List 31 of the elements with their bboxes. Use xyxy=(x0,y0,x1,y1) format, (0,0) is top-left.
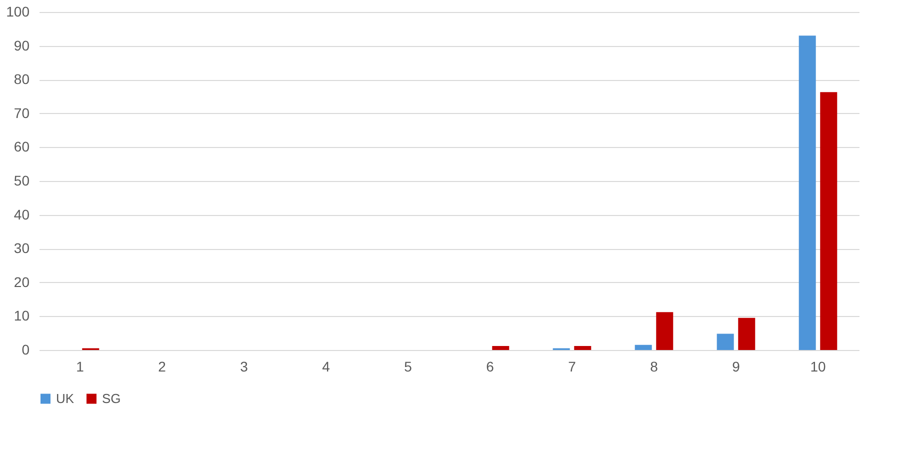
x-tick-label: 2 xyxy=(158,358,166,374)
legend-label: SG xyxy=(102,390,121,406)
y-tick-label: 100 xyxy=(6,4,30,20)
y-tick-label: 20 xyxy=(14,274,30,290)
bar xyxy=(574,346,592,350)
bar xyxy=(492,346,510,350)
y-tick-label: 70 xyxy=(14,104,30,121)
x-tick-label: 3 xyxy=(240,358,248,374)
y-tick-label: 30 xyxy=(14,240,30,256)
y-tick-label: 90 xyxy=(14,37,30,54)
y-tick-label: 10 xyxy=(14,308,30,324)
y-tick-label: 50 xyxy=(14,172,30,188)
x-tick-label: 7 xyxy=(568,358,576,374)
bar xyxy=(656,312,674,350)
x-tick-label: 9 xyxy=(732,358,740,374)
x-tick-label: 10 xyxy=(810,358,826,374)
legend-label: UK xyxy=(56,390,74,406)
y-tick-label: 0 xyxy=(22,342,30,358)
x-tick-label: 4 xyxy=(322,358,330,374)
x-tick-label: 8 xyxy=(650,358,658,374)
bar xyxy=(820,92,838,350)
bar xyxy=(798,36,816,350)
y-tick-label: 40 xyxy=(14,206,30,222)
y-tick-label: 60 xyxy=(14,138,30,155)
x-tick-label: 6 xyxy=(486,358,494,374)
x-tick-label: 1 xyxy=(76,358,84,374)
x-tick-label: 5 xyxy=(404,358,412,374)
bar xyxy=(716,334,734,350)
bar xyxy=(634,344,652,350)
bar xyxy=(738,318,756,350)
y-tick-label: 80 xyxy=(14,71,30,88)
